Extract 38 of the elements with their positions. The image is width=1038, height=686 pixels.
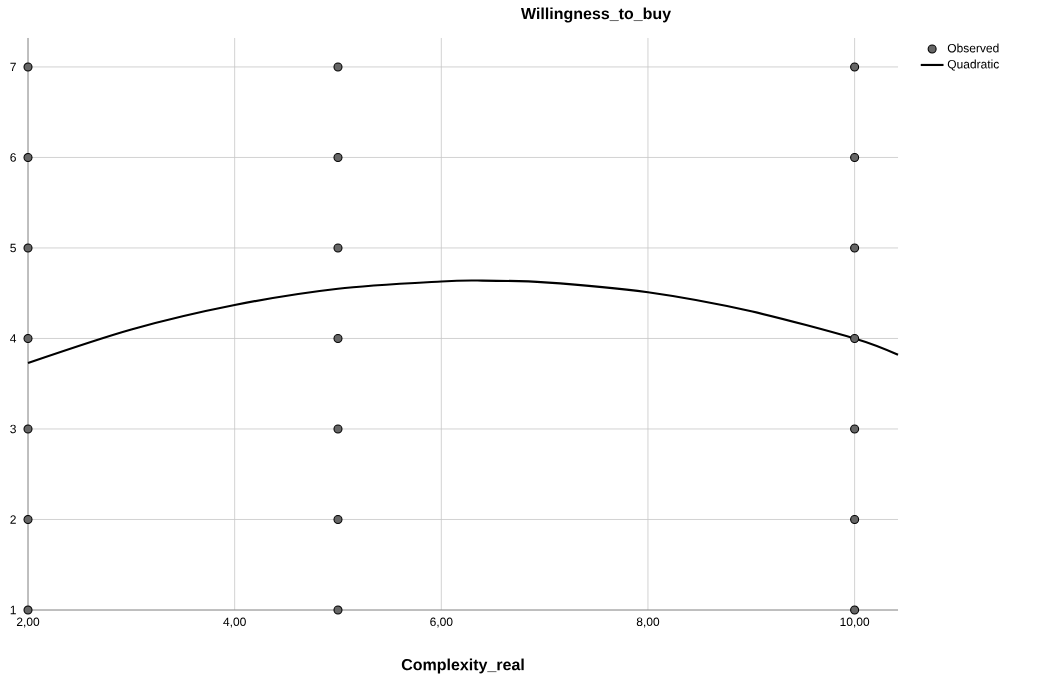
- point: [850, 333, 860, 344]
- point: [850, 424, 860, 434]
- point: [333, 424, 343, 434]
- point: [333, 333, 343, 344]
- x-tick-label: 4,00: [223, 617, 246, 628]
- point: [850, 514, 860, 525]
- y-tick-label: 7: [10, 62, 16, 72]
- point: [333, 152, 343, 162]
- legend-label: Quadratic: [947, 59, 999, 71]
- x-tick-label: 10,00: [840, 617, 870, 628]
- y-tick-label: 6: [10, 153, 16, 162]
- point: [23, 333, 33, 344]
- y-tick-label: 4: [10, 334, 17, 343]
- legend-label: Observed: [947, 43, 999, 53]
- point: [333, 605, 343, 615]
- x-tick-label: 8,00: [636, 617, 660, 628]
- y-tick-label: 1: [10, 605, 16, 615]
- point: [850, 62, 860, 72]
- point: [23, 152, 33, 162]
- y-tick-label: 2: [10, 515, 16, 524]
- point: [333, 514, 343, 525]
- y-tick-label: 5: [10, 243, 16, 253]
- point: [850, 243, 860, 253]
- point: [850, 605, 860, 615]
- point: [23, 424, 33, 434]
- chart-title: Willingness_to_buy: [520, 7, 671, 23]
- point: [333, 243, 343, 253]
- point: [23, 62, 33, 72]
- point: [23, 243, 33, 253]
- y-tick-label: 3: [10, 424, 16, 434]
- point: [23, 605, 33, 615]
- point: [333, 62, 343, 72]
- line-series: [26, 279, 900, 364]
- point: [23, 514, 33, 525]
- x-tick-label: 6,00: [430, 617, 453, 628]
- x-tick-label: 2,00: [16, 617, 40, 628]
- x-axis-title: Complexity_real: [401, 658, 524, 674]
- point: [850, 152, 860, 162]
